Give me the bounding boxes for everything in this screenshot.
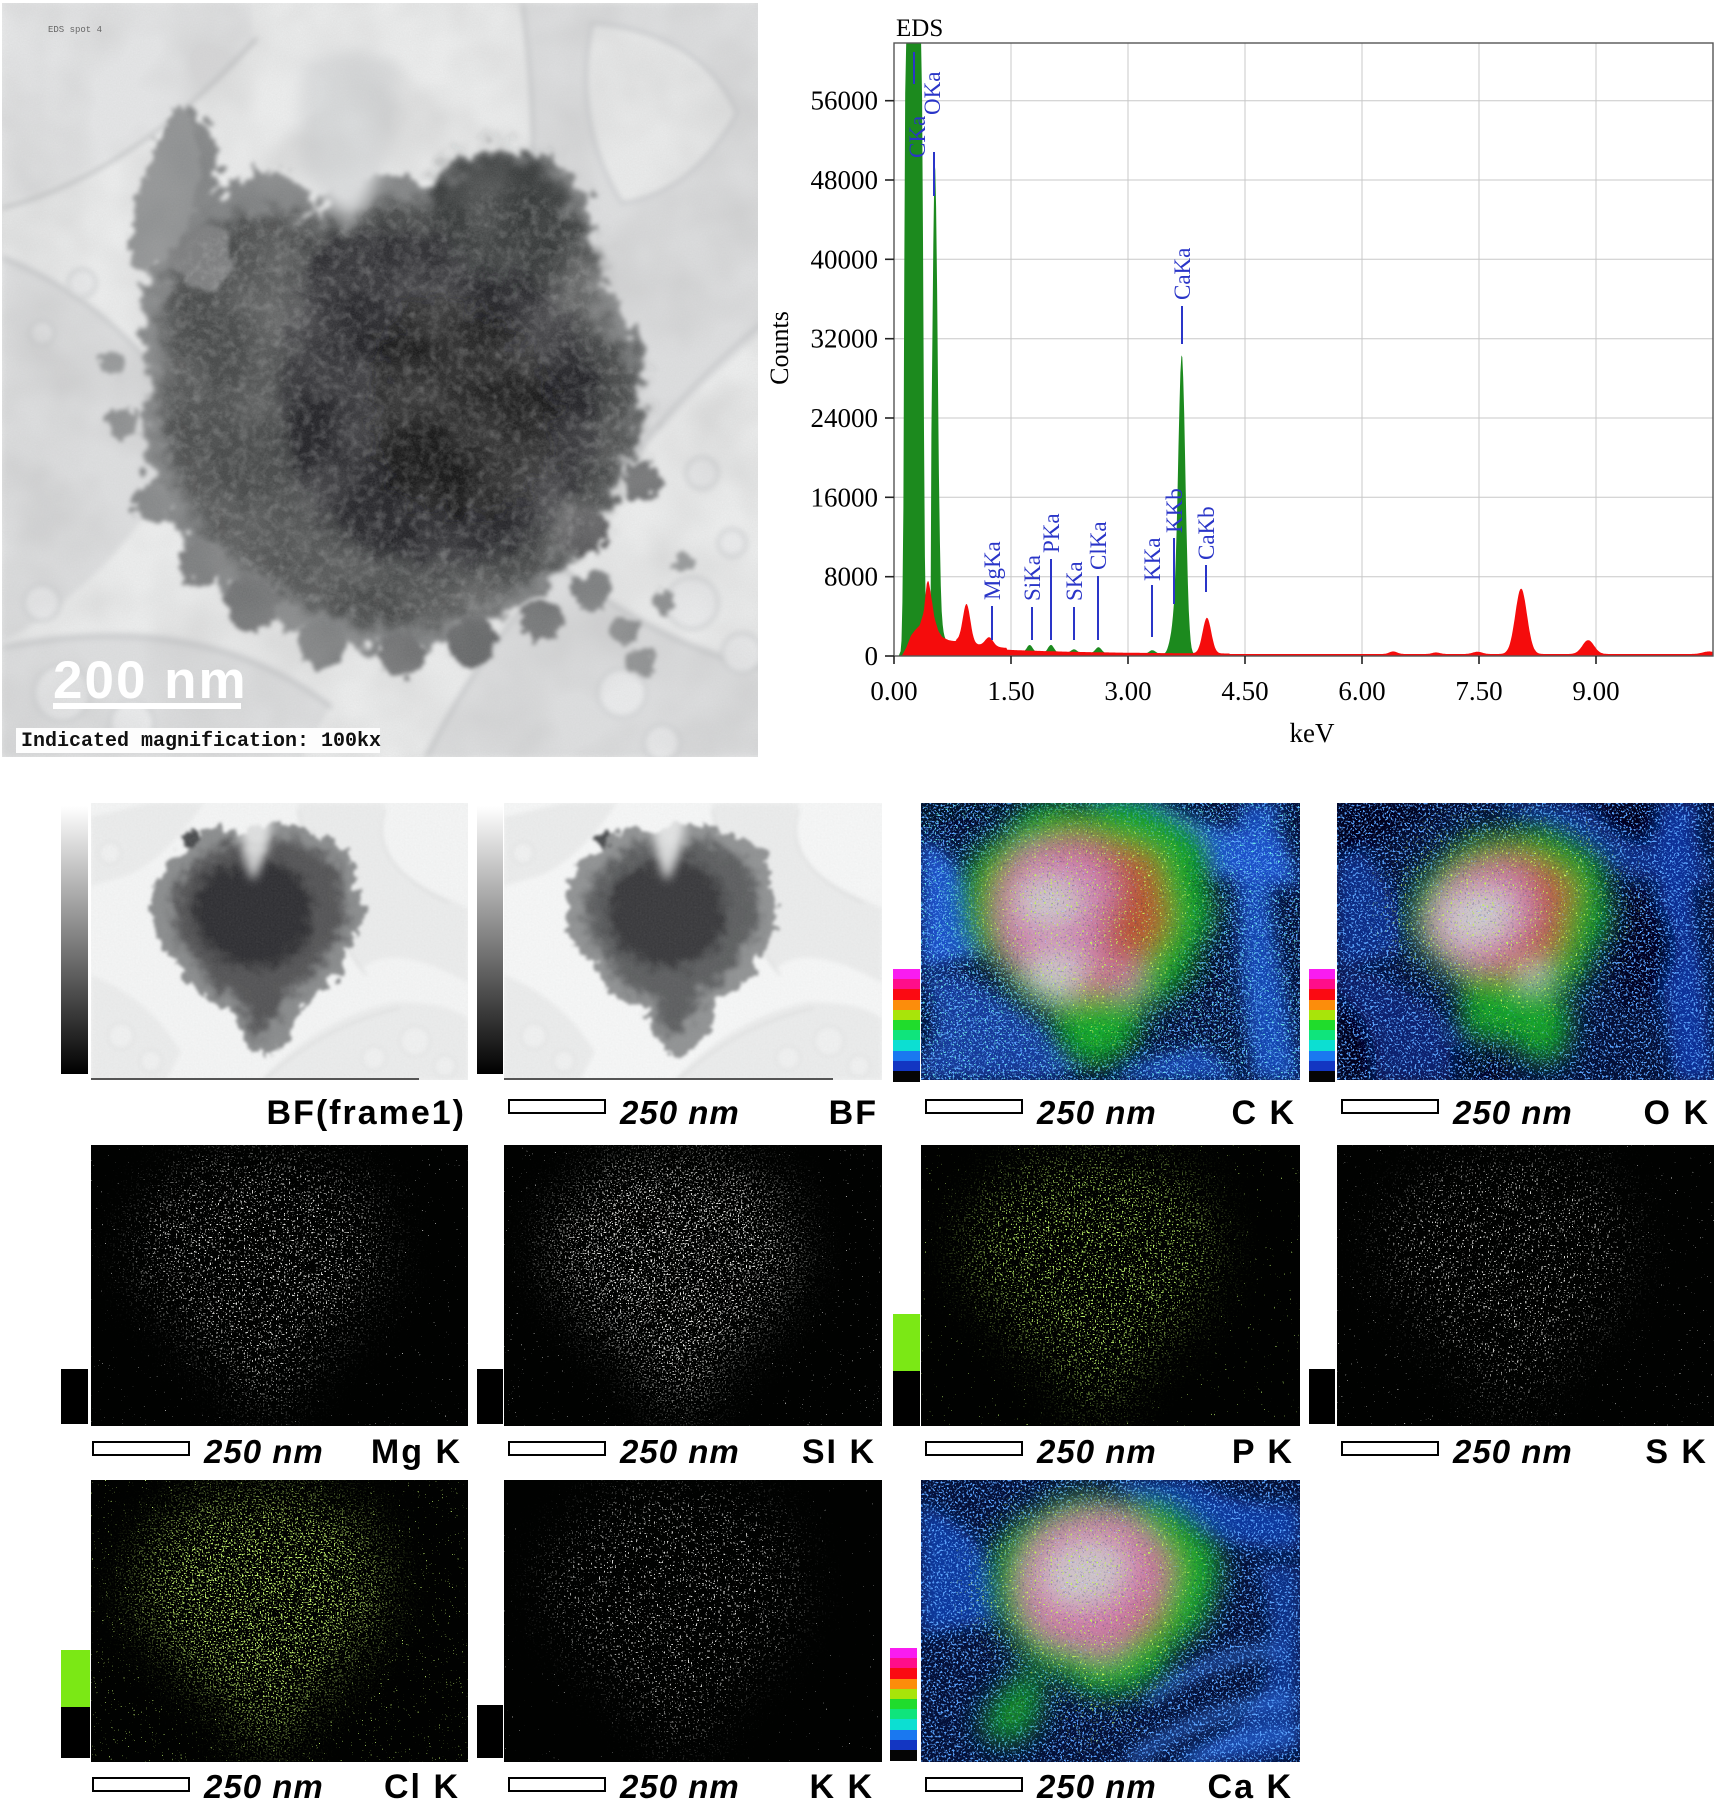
svg-text:CaKb: CaKb bbox=[1194, 506, 1219, 560]
svg-text:KKb: KKb bbox=[1162, 488, 1187, 533]
svg-text:ClKa: ClKa bbox=[1086, 521, 1111, 570]
svg-text:MgKa: MgKa bbox=[980, 541, 1005, 600]
svg-text:Counts: Counts bbox=[765, 311, 794, 385]
svg-text:0: 0 bbox=[865, 641, 879, 671]
svg-text:EDS: EDS bbox=[896, 15, 943, 42]
svg-text:4.50: 4.50 bbox=[1221, 676, 1268, 706]
svg-text:24000: 24000 bbox=[811, 403, 879, 433]
svg-text:40000: 40000 bbox=[811, 244, 879, 274]
svg-text:3.00: 3.00 bbox=[1104, 676, 1151, 706]
svg-text:keV: keV bbox=[1290, 718, 1335, 748]
svg-text:56000: 56000 bbox=[811, 86, 879, 116]
svg-text:200 nm: 200 nm bbox=[53, 651, 248, 710]
svg-text:16000: 16000 bbox=[811, 482, 879, 512]
svg-text:1.50: 1.50 bbox=[987, 676, 1034, 706]
svg-text:7.50: 7.50 bbox=[1455, 676, 1502, 706]
svg-text:48000: 48000 bbox=[811, 165, 879, 195]
svg-text:CKa: CKa bbox=[905, 116, 930, 158]
svg-text:EDS spot 4: EDS spot 4 bbox=[48, 25, 102, 35]
svg-text:OKa: OKa bbox=[920, 72, 945, 115]
svg-text:KKa: KKa bbox=[1140, 538, 1165, 581]
svg-text:PKa: PKa bbox=[1039, 513, 1064, 553]
svg-text:32000: 32000 bbox=[811, 324, 879, 354]
svg-text:SiKa: SiKa bbox=[1020, 555, 1045, 601]
svg-text:8000: 8000 bbox=[824, 562, 878, 592]
svg-text:6.00: 6.00 bbox=[1338, 676, 1385, 706]
svg-text:9.00: 9.00 bbox=[1572, 676, 1619, 706]
svg-text:CaKa: CaKa bbox=[1170, 248, 1195, 300]
svg-text:SKa: SKa bbox=[1062, 561, 1087, 601]
svg-text:Indicated magnification: 100kx: Indicated magnification: 100kx bbox=[21, 730, 381, 753]
svg-text:0.00: 0.00 bbox=[870, 676, 917, 706]
